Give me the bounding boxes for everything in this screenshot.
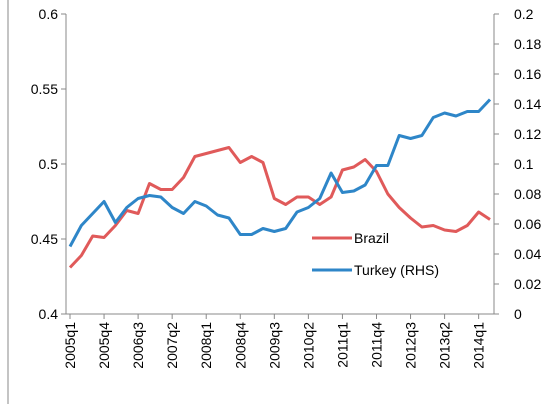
y-tick-label: 0.45 xyxy=(31,231,58,247)
y2-tick-label: 0.14 xyxy=(514,96,541,112)
y2-tick-label: 0.16 xyxy=(514,66,541,82)
y-tick-label: 0.55 xyxy=(31,81,58,97)
x-tick-label: 2010q2 xyxy=(300,322,316,369)
y2-tick-label: 0.1 xyxy=(514,156,534,172)
x-tick-label: 2013q2 xyxy=(437,322,453,369)
x-tick-label: 2007q2 xyxy=(164,322,180,369)
x-tick-label: 2005q4 xyxy=(96,322,112,369)
series-line xyxy=(68,146,491,269)
x-tick-label: 2006q3 xyxy=(130,322,146,369)
x-tick-label: 2008q4 xyxy=(232,322,248,369)
x-tick-label: 2008q1 xyxy=(198,322,214,369)
x-tick-label: 2005q1 xyxy=(62,322,78,369)
x-tick-label: 2011q1 xyxy=(334,322,350,368)
x-tick-label: 2009q3 xyxy=(266,322,282,369)
x-tick-label: 2014q1 xyxy=(471,322,487,369)
y2-tick-label: 0.12 xyxy=(514,126,541,142)
series-line xyxy=(68,98,492,248)
y2-tick-label: 0.02 xyxy=(514,276,541,292)
y2-tick-label: 0.2 xyxy=(514,6,534,22)
y2-tick-label: 0.08 xyxy=(514,186,541,202)
legend-label: Turkey (RHS) xyxy=(354,262,439,278)
y2-tick-label: 0.04 xyxy=(514,246,541,262)
y-tick-label: 0.4 xyxy=(39,306,59,322)
legend-label: Brazil xyxy=(354,230,389,246)
y2-tick-label: 0.18 xyxy=(514,36,541,52)
y-tick-label: 0.5 xyxy=(39,156,59,172)
y2-tick-label: 0 xyxy=(514,306,522,322)
y-tick-label: 0.6 xyxy=(39,6,59,22)
y2-tick-label: 0.06 xyxy=(514,216,541,232)
x-tick-label: 2011q4 xyxy=(368,322,384,368)
x-tick-label: 2012q3 xyxy=(403,322,419,369)
